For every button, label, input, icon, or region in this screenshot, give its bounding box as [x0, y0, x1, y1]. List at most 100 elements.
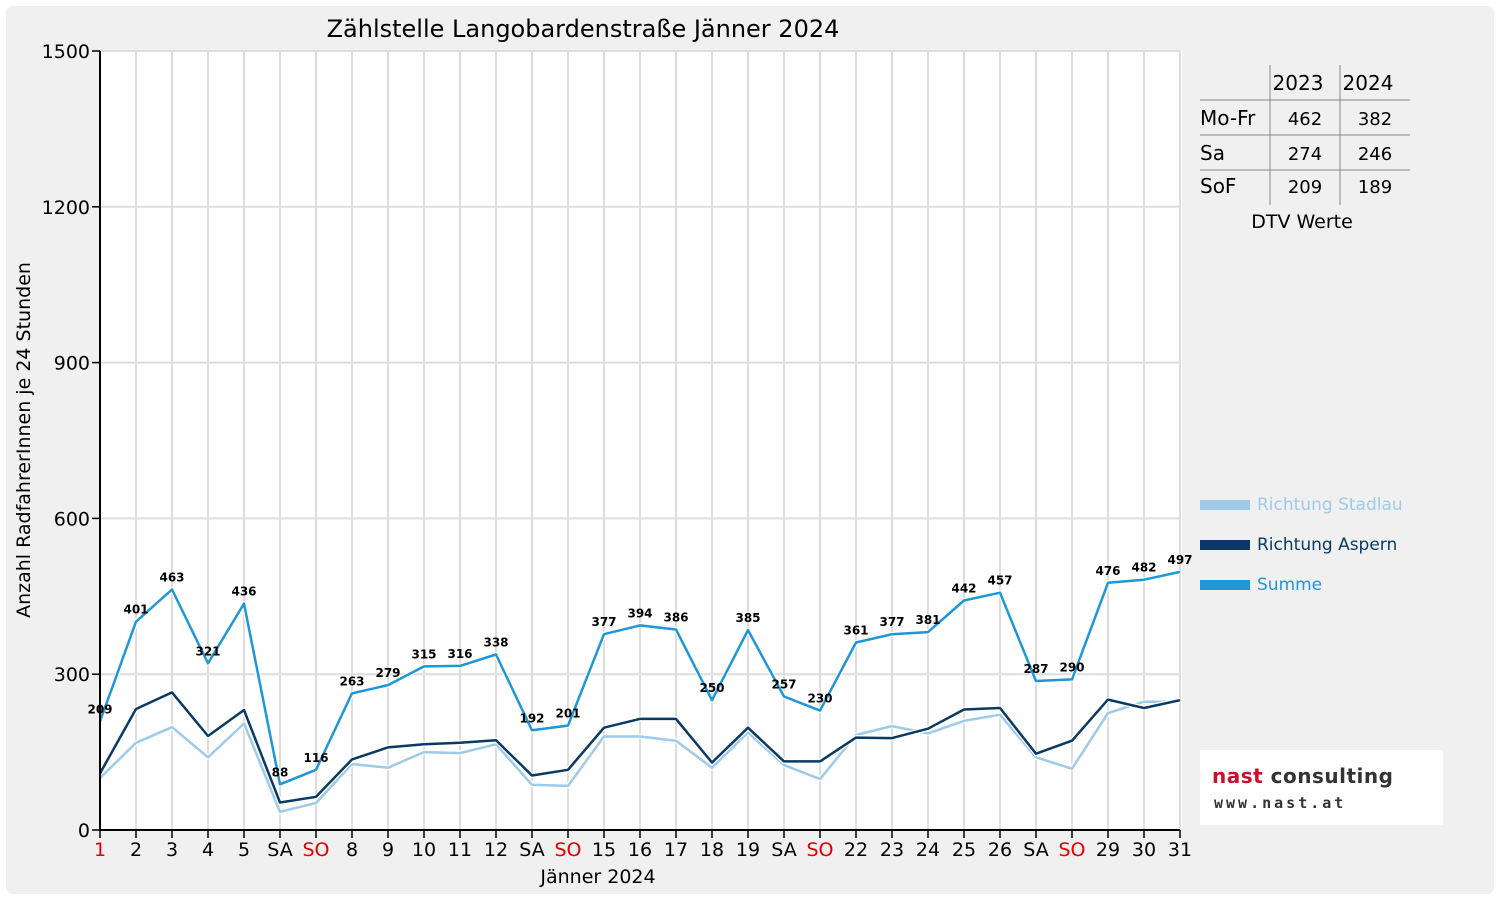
x-tick-label: 18 [700, 839, 724, 861]
y-tick-label: 1500 [42, 41, 90, 63]
x-tick-label: 17 [664, 839, 688, 861]
data-label: 385 [735, 611, 760, 625]
x-tick-label: SA [519, 839, 544, 861]
y-tick-label: 0 [78, 820, 90, 842]
x-tick-label: 15 [592, 839, 616, 861]
table-cell: 462 [1288, 109, 1322, 130]
x-tick-label: SO [1058, 839, 1085, 861]
table-header-2024: 2024 [1343, 71, 1394, 95]
data-label: 201 [555, 707, 580, 721]
y-tick-label: 300 [54, 664, 90, 686]
y-axis-label: Anzahl RadfahrerInnen je 24 Stunden [13, 262, 35, 618]
data-labels: 209 401 463 321 436 88 116 263 279 315 316 338 192 20… [87, 553, 1192, 779]
data-label: 401 [123, 603, 148, 617]
legend-swatch-stadlau [1200, 500, 1250, 510]
data-label: 116 [303, 751, 328, 765]
data-label: 315 [411, 647, 436, 661]
x-tick-label: 8 [346, 839, 358, 861]
x-tick-label: 1 [94, 839, 106, 861]
table-cell: 209 [1288, 177, 1322, 198]
data-label: 463 [159, 571, 184, 585]
data-label: 482 [1131, 561, 1156, 575]
logo-brand-consulting: consulting [1263, 764, 1394, 788]
x-tick-label: 16 [628, 839, 652, 861]
x-tick-label: 23 [880, 839, 904, 861]
company-logo: nast consulting www.nast.at [1200, 750, 1443, 825]
legend: Richtung Stadlau Richtung Aspern Summe [1200, 495, 1403, 595]
data-label: 192 [519, 711, 544, 725]
data-label: 381 [915, 613, 940, 627]
data-label: 436 [231, 585, 256, 599]
data-label: 250 [699, 681, 724, 695]
data-label: 257 [771, 678, 796, 692]
table-cell: 246 [1358, 144, 1392, 165]
x-tick-label: SO [806, 839, 833, 861]
data-label: 290 [1059, 660, 1084, 674]
data-label: 457 [987, 574, 1012, 588]
legend-label-summe: Summe [1257, 575, 1322, 595]
x-tick-label: 5 [238, 839, 250, 861]
x-tick-label: 31 [1168, 839, 1192, 861]
data-label: 287 [1023, 662, 1048, 676]
data-label: 377 [591, 615, 616, 629]
series-line-richtung-aspern [98, 691, 1181, 804]
y-tick-label: 1200 [42, 197, 90, 219]
dtv-table: 2023 2024 Mo-Fr 462 382 Sa 274 246 SoF 2… [1200, 65, 1410, 233]
logo-brand-nast: nast [1212, 764, 1264, 788]
data-label: 88 [272, 765, 289, 779]
data-label: 279 [375, 666, 400, 680]
table-row-label: SoF [1200, 174, 1236, 198]
x-tick-label: 22 [844, 839, 868, 861]
x-tick-label: SA [267, 839, 292, 861]
y-tick-label: 600 [54, 508, 90, 530]
data-label: 386 [663, 611, 688, 625]
x-tick-label: 11 [448, 839, 472, 861]
data-label: 361 [843, 624, 868, 638]
x-tick-label: 25 [952, 839, 976, 861]
table-header-2023: 2023 [1273, 71, 1324, 95]
table-row-label: Sa [1200, 141, 1225, 165]
x-tick-label: 26 [988, 839, 1012, 861]
x-axis-label: Jänner 2024 [539, 866, 655, 888]
table-row-label: Mo-Fr [1200, 106, 1256, 130]
data-label: 321 [195, 644, 220, 658]
x-tick-label: 29 [1096, 839, 1120, 861]
x-tick-label: 9 [382, 839, 394, 861]
x-tick-label: 3 [166, 839, 178, 861]
x-tick-label: 12 [484, 839, 508, 861]
x-tick-label: 10 [412, 839, 436, 861]
logo-brand: nast consulting [1212, 764, 1393, 788]
x-tick-label: SO [554, 839, 581, 861]
chart-title: Zählstelle Langobardenstraße Jänner 2024 [327, 15, 840, 43]
data-label: 394 [627, 606, 652, 620]
table-cell: 189 [1358, 177, 1392, 198]
data-label: 316 [447, 647, 472, 661]
table-caption: DTV Werte [1251, 211, 1353, 233]
logo-url: www.nast.at [1214, 794, 1347, 812]
data-label: 230 [807, 692, 832, 706]
data-label: 497 [1167, 553, 1192, 567]
data-label: 476 [1095, 564, 1120, 578]
x-tick-label: SA [771, 839, 796, 861]
table-cell: 274 [1288, 144, 1322, 165]
x-tick-label: SO [302, 839, 329, 861]
data-label: 338 [483, 635, 508, 649]
data-label: 209 [87, 702, 112, 716]
x-tick-label: 30 [1132, 839, 1156, 861]
x-tick-label: 2 [130, 839, 142, 861]
series-line-richtung-stadlau [99, 700, 1180, 814]
series-line-summe [98, 570, 1181, 786]
data-label: 263 [339, 674, 364, 688]
x-tick-label: SA [1023, 839, 1048, 861]
legend-label-stadlau: Richtung Stadlau [1257, 495, 1403, 515]
y-tick-label: 900 [54, 353, 90, 375]
legend-swatch-summe [1200, 580, 1250, 590]
x-tick-label: 4 [202, 839, 214, 861]
legend-label-aspern: Richtung Aspern [1257, 535, 1397, 555]
data-label: 377 [879, 615, 904, 629]
series-group [97, 569, 1181, 815]
x-tick-label: 19 [736, 839, 760, 861]
table-cell: 382 [1358, 109, 1392, 130]
